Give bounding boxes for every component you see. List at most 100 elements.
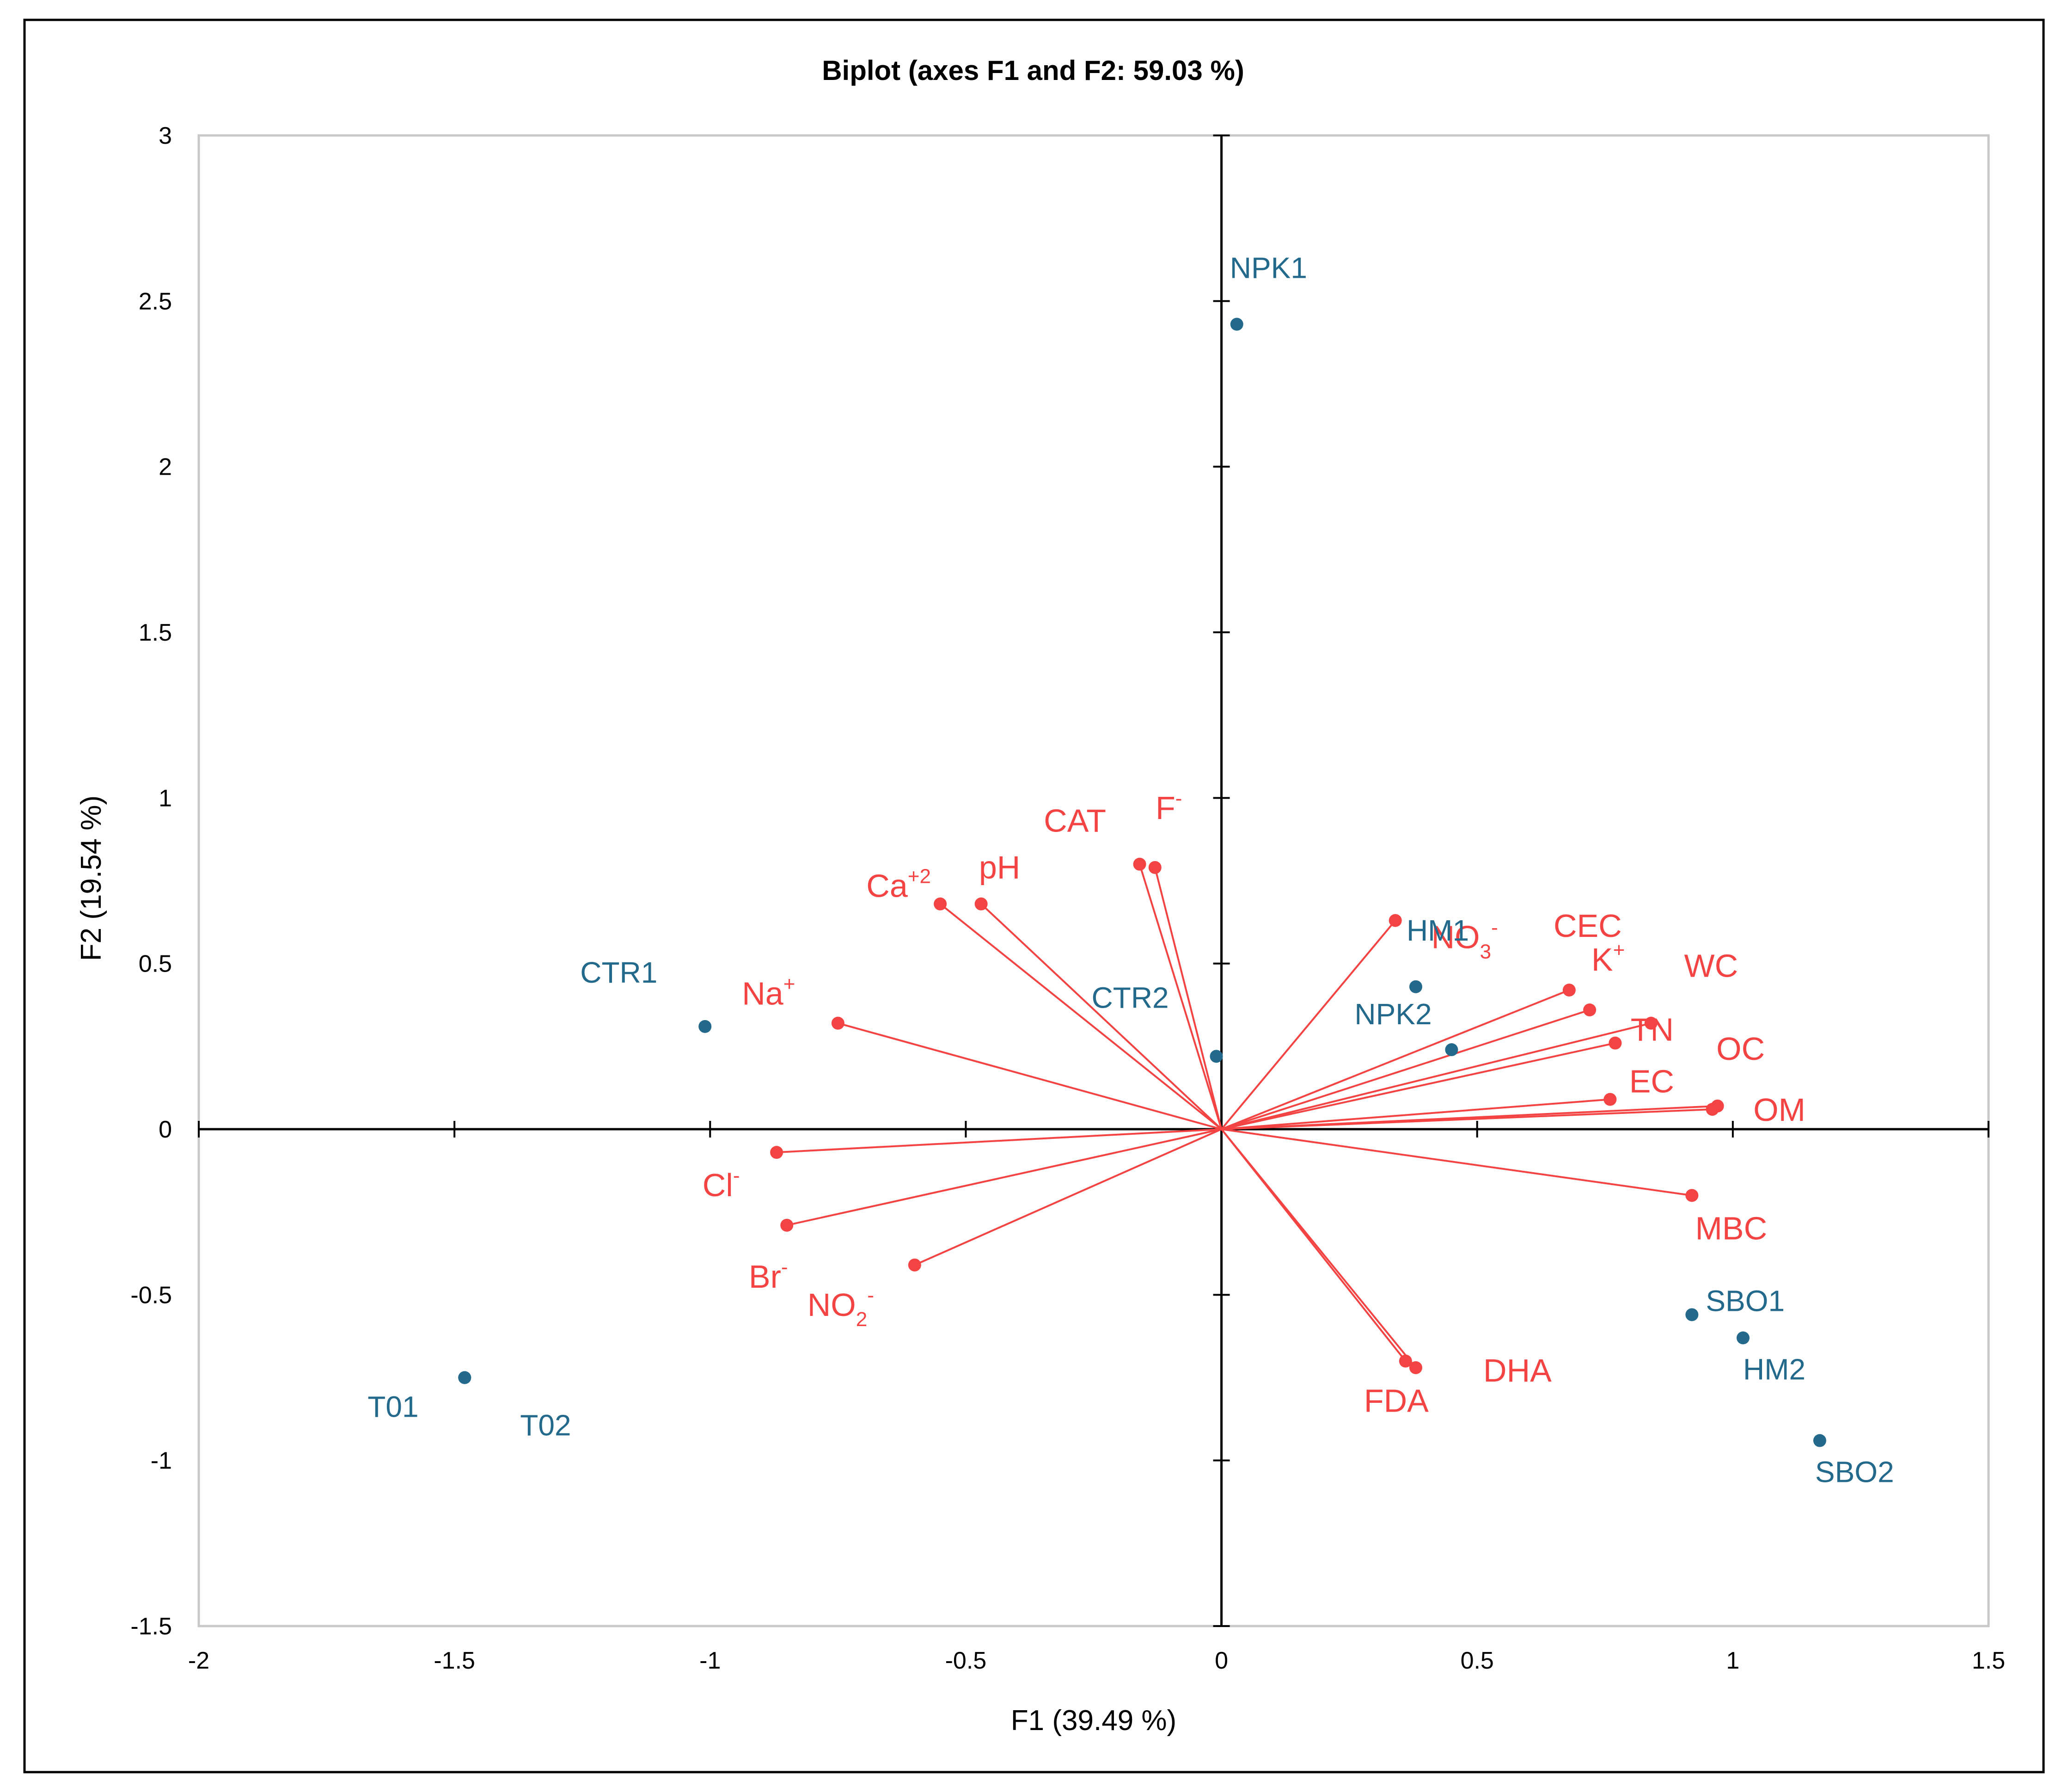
variable-label: Ca+2: [866, 865, 931, 904]
variable-br: Br-: [749, 1128, 1222, 1295]
variable-point: [770, 1146, 783, 1159]
y-tick-label: 2: [159, 454, 172, 481]
variable-vector: [980, 903, 1222, 1130]
observation-hm2: HM2: [1736, 1331, 1805, 1386]
variable-vector: [1221, 1108, 1713, 1130]
variable-vector: [1221, 1098, 1610, 1130]
y-tick-label: 2.5: [139, 288, 172, 315]
observation-point: [1813, 1434, 1826, 1447]
variable-label: OM: [1753, 1092, 1805, 1128]
variable-ph: pH: [974, 850, 1222, 1130]
observation-label: CTR2: [1092, 981, 1169, 1014]
observation-npk2: NPK2: [1354, 997, 1458, 1056]
variable-vector: [776, 1128, 1222, 1154]
variable-ca: Ca+2: [866, 865, 1222, 1130]
variable-point: [974, 897, 988, 911]
variable-vector: [1138, 864, 1223, 1130]
variable-label: CAT: [1044, 803, 1106, 839]
variable-vector: [914, 1128, 1222, 1266]
y-tick-label: 0: [159, 1116, 172, 1143]
axes: [198, 135, 1989, 1627]
observation-point: [1685, 1308, 1699, 1321]
variable-point: [1133, 857, 1146, 871]
variable-no3: NO3-: [1221, 914, 1498, 1130]
variable-vector: [1221, 989, 1570, 1130]
observation-point: [1230, 318, 1243, 331]
observation-t02: T02: [458, 1371, 571, 1442]
observation-label: T02: [520, 1409, 571, 1442]
observation-label: SBO2: [1815, 1456, 1894, 1489]
variable-vector: [786, 1128, 1222, 1226]
observation-point: [1409, 980, 1422, 993]
variable-point: [1644, 1016, 1658, 1030]
variable-point: [831, 1016, 844, 1030]
observation-point: [698, 1020, 712, 1033]
variable-label: K+: [1591, 939, 1625, 978]
observation-label: SBO1: [1706, 1284, 1785, 1317]
variable-point: [1706, 1103, 1719, 1116]
x-tick-label: -0.5: [945, 1647, 987, 1674]
variable-label: pH: [979, 850, 1020, 886]
observation-point: [1445, 1043, 1458, 1056]
observation-npk1: NPK1: [1230, 251, 1307, 331]
variable-mbc: MBC: [1221, 1128, 1767, 1246]
variable-cat: CAT: [1044, 803, 1223, 1130]
observation-ctr1: CTR1: [580, 956, 712, 1033]
variable-om: OM: [1221, 1092, 1805, 1130]
observation-label: HM2: [1743, 1353, 1805, 1386]
variable-point: [1685, 1189, 1699, 1202]
variable-label: EC: [1629, 1064, 1674, 1100]
variable-f: F-: [1148, 787, 1223, 1130]
observation-point: [1736, 1331, 1750, 1345]
x-tick-label: 0: [1215, 1647, 1228, 1674]
y-tick-label: -1.5: [130, 1613, 172, 1640]
variable-vector: [1221, 1128, 1692, 1197]
outer-border: [23, 18, 2045, 1774]
plot-frame: [197, 134, 1990, 1627]
variable-vector: [1221, 920, 1396, 1130]
tick-labels: -2 -1.5 -1 -0.5 0 0.5 1 1.5 -1.5 -1 -0.5 0 0.5 1 1.5 2 2…: [130, 122, 2005, 1674]
observation-ctr2: CTR2: [1092, 981, 1223, 1063]
chart-title: Biplot (axes F1 and F2: 59.03 %): [822, 55, 1244, 86]
variable-cec: CEC: [1221, 908, 1622, 1130]
observation-label: NPK1: [1230, 251, 1307, 285]
variable-label: Br-: [749, 1256, 788, 1295]
variable-label: Cl-: [703, 1164, 740, 1203]
observation-sbo2: SBO2: [1813, 1434, 1894, 1489]
x-tick-label: 0.5: [1461, 1647, 1494, 1674]
observation-point: [1210, 1050, 1223, 1063]
y-tick-label: -1: [151, 1448, 172, 1474]
variable-ec: EC: [1221, 1064, 1674, 1130]
x-tick-label: -1: [699, 1647, 721, 1674]
y-tick-label: -0.5: [130, 1282, 172, 1309]
variable-label: F-: [1156, 787, 1182, 826]
variable-vector: [838, 1022, 1222, 1130]
variable-label: CEC: [1554, 908, 1622, 944]
variable-vector: [1221, 1128, 1407, 1362]
observation-points: NPK1 HM1 NPK2 CTR1 CTR2 SBO1 HM2 SBO2 T01 T02: [367, 251, 1894, 1489]
variable-point: [1409, 1361, 1422, 1374]
variable-point: [934, 897, 947, 911]
observation-label: T01: [367, 1390, 418, 1424]
variable-cl: Cl-: [703, 1128, 1222, 1203]
variable-no2: NO2-: [808, 1128, 1222, 1331]
variable-point: [1609, 1036, 1622, 1050]
variable-vector: [1154, 867, 1223, 1130]
variable-vector: [1221, 1009, 1590, 1130]
observation-hm1: HM1: [1407, 914, 1469, 993]
variable-point: [1389, 914, 1402, 927]
x-tick-label: -2: [188, 1647, 209, 1674]
variable-label: OC: [1716, 1031, 1765, 1067]
x-tick-label: -1.5: [434, 1647, 475, 1674]
y-tick-label: 1: [159, 785, 172, 812]
variable-tn: TN: [1221, 1012, 1674, 1130]
variable-label: Na+: [742, 973, 795, 1012]
variable-point: [780, 1218, 794, 1232]
variable-point: [1399, 1354, 1412, 1368]
variable-point: [1148, 861, 1162, 874]
variable-label: WC: [1684, 948, 1738, 984]
variable-point: [1562, 984, 1576, 997]
variable-vector: [1221, 1042, 1615, 1130]
observation-label: CTR1: [580, 956, 657, 989]
